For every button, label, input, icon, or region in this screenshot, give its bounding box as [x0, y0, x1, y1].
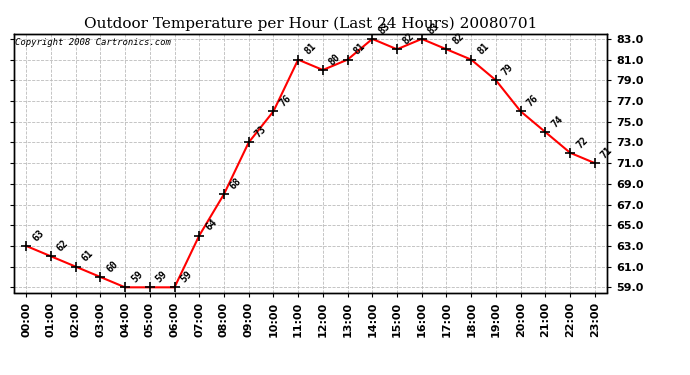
Text: Copyright 2008 Cartronics.com: Copyright 2008 Cartronics.com — [15, 38, 171, 46]
Text: 73: 73 — [253, 124, 268, 140]
Text: 81: 81 — [302, 42, 317, 57]
Text: 82: 82 — [401, 31, 417, 46]
Title: Outdoor Temperature per Hour (Last 24 Hours) 20080701: Outdoor Temperature per Hour (Last 24 Ho… — [83, 17, 538, 31]
Text: 63: 63 — [30, 228, 46, 243]
Text: 64: 64 — [204, 217, 219, 233]
Text: 61: 61 — [80, 249, 95, 264]
Text: 60: 60 — [104, 259, 120, 274]
Text: 76: 76 — [277, 93, 293, 109]
Text: 59: 59 — [179, 269, 194, 285]
Text: 59: 59 — [154, 269, 169, 285]
Text: 81: 81 — [475, 42, 491, 57]
Text: 82: 82 — [451, 31, 466, 46]
Text: 83: 83 — [377, 21, 392, 36]
Text: 76: 76 — [525, 93, 540, 109]
Text: 79: 79 — [500, 62, 515, 78]
Text: 81: 81 — [352, 42, 367, 57]
Text: 80: 80 — [327, 52, 342, 67]
Text: 74: 74 — [549, 114, 565, 129]
Text: 68: 68 — [228, 176, 244, 191]
Text: 83: 83 — [426, 21, 442, 36]
Text: 71: 71 — [599, 145, 614, 160]
Text: 62: 62 — [55, 238, 70, 254]
Text: 72: 72 — [574, 135, 590, 150]
Text: 59: 59 — [129, 269, 145, 285]
